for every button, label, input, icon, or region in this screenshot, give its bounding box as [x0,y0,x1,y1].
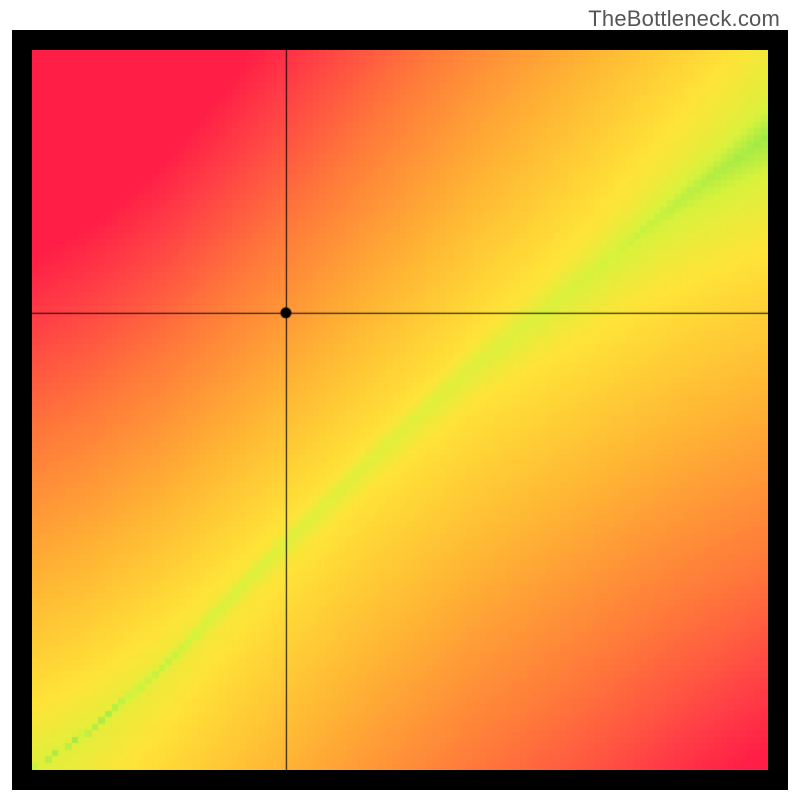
plot-area [32,50,768,770]
chart-container: TheBottleneck.com [0,0,800,800]
watermark-text: TheBottleneck.com [588,6,780,32]
overlay-canvas [32,50,768,770]
